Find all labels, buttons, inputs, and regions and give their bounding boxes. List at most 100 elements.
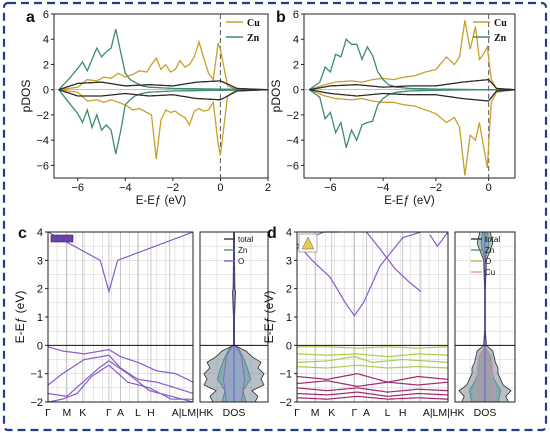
k-point-label: K (328, 407, 335, 419)
k-point-label: Γ (106, 407, 112, 419)
band-line (296, 364, 449, 369)
band-line (47, 364, 193, 403)
k-point-label: Γ (351, 407, 357, 419)
series-total-spin-up (58, 80, 269, 91)
y-tick-label: 2 (286, 284, 292, 296)
dos-legend-label-o: O (485, 257, 491, 266)
k-point-label: L (135, 407, 141, 419)
legend-label-cu: Cu (494, 18, 507, 29)
y-tick-label: 1 (286, 312, 292, 324)
series-zn-spin-down (308, 89, 515, 148)
y-tick-label: 6 (43, 9, 49, 21)
y-tick-label: 3 (286, 255, 292, 267)
y-tick-label: 4 (43, 34, 49, 46)
k-point-label: H (147, 407, 155, 419)
y-tick-label: −6 (286, 160, 299, 172)
k-point-label: A|LM|HK (423, 407, 465, 419)
series-total-spin-up (309, 78, 516, 91)
plot-frame (53, 13, 269, 179)
series-cu-spin-up (309, 20, 516, 91)
x-tick-label: −6 (72, 182, 85, 194)
dos-x-label: DOS (474, 407, 497, 419)
x-axis-label: E-Eƒ (eV) (136, 195, 187, 207)
y-tick-label: 0 (286, 340, 292, 352)
k-point-label: A|LM|HK (172, 407, 214, 419)
band-line (296, 373, 449, 383)
y-tick-label: −4 (36, 135, 49, 147)
y-tick-label: −6 (36, 160, 49, 172)
y-tick-label: 2 (293, 59, 299, 71)
y-tick-label: 3 (37, 255, 43, 267)
x-tick-label: 2 (265, 182, 271, 194)
k-point-label: M (311, 407, 320, 419)
x-tick-label: 0 (217, 182, 223, 194)
structure-inset-shape (301, 236, 315, 250)
y-axis-label: pDOS (19, 80, 33, 113)
band-line (297, 346, 448, 349)
y-tick-label: −1 (279, 369, 292, 381)
y-axis-label: pDOS (269, 80, 283, 113)
y-tick-label: 0 (37, 340, 43, 352)
y-tick-label: 6 (293, 9, 299, 21)
band-line (429, 231, 449, 248)
y-tick-label: −4 (286, 135, 299, 147)
k-point-label: K (79, 407, 86, 419)
y-tick-label: 0 (43, 85, 49, 97)
y-tick-label: −2 (279, 397, 292, 409)
band-line (297, 395, 449, 400)
k-point-label: H (399, 407, 407, 419)
k-point-label: Γ (45, 407, 51, 419)
dos-legend-label-zn: Zn (238, 246, 247, 255)
series-zn-spin-up (58, 28, 268, 91)
band-line (296, 387, 449, 393)
k-point-label: L (385, 407, 391, 419)
y-tick-label: 2 (43, 59, 49, 71)
dos-legend-label-total: total (238, 235, 253, 244)
plot-frame (303, 13, 516, 179)
x-tick-label: 0 (486, 182, 492, 194)
y-tick-label: −2 (30, 397, 43, 409)
k-point-label: M (62, 407, 71, 419)
series-total-spin-down (309, 89, 516, 102)
band-line (47, 354, 194, 395)
y-tick-label: 0 (293, 85, 299, 97)
y-tick-label: 1 (37, 312, 43, 324)
band-line (296, 231, 421, 317)
y-tick-label: 2 (37, 284, 43, 296)
legend-label-zn: Zn (494, 33, 507, 44)
series-cu-spin-down (58, 89, 268, 160)
dos-legend-label-total: total (485, 235, 500, 244)
k-point-label: A (117, 407, 124, 419)
x-tick-label: −2 (430, 182, 443, 194)
dos-legend-label-o: O (238, 257, 244, 266)
band-line (296, 391, 449, 397)
y-axis-label: E-Eƒ (eV) (13, 291, 27, 344)
series-total-spin-down (58, 89, 268, 101)
panel-label: a (26, 9, 35, 26)
dos-legend-label-zn: Zn (485, 246, 494, 255)
x-tick-label: −6 (324, 182, 337, 194)
panel-b: −6 −4 −2 0 −6 −4 −2 0 2 4 6 E-Eƒ (eV) pDOS b Cu Zn (269, 9, 516, 207)
dos-legend-label-cu: Cu (485, 268, 495, 277)
dos-frame (454, 231, 516, 403)
x-axis-label: E-Eƒ (eV) (384, 195, 435, 207)
panel-label: c (18, 225, 27, 242)
y-tick-label: −2 (36, 110, 49, 122)
panel-label: d (267, 225, 277, 242)
band-line (366, 231, 422, 292)
band-line (296, 353, 449, 358)
y-tick-label: −1 (30, 369, 43, 381)
structure-inset (50, 234, 74, 243)
dos-frame (199, 231, 269, 403)
series-cu-spin-up (58, 39, 268, 91)
band-line (47, 346, 194, 383)
panel-label: b (276, 9, 286, 26)
k-point-label: Γ (294, 407, 300, 419)
legend-label-cu: Cu (247, 18, 260, 29)
series-cu-spin-down (309, 89, 516, 176)
series-zn-spin-down (58, 89, 268, 155)
y-tick-label: 4 (286, 227, 292, 239)
